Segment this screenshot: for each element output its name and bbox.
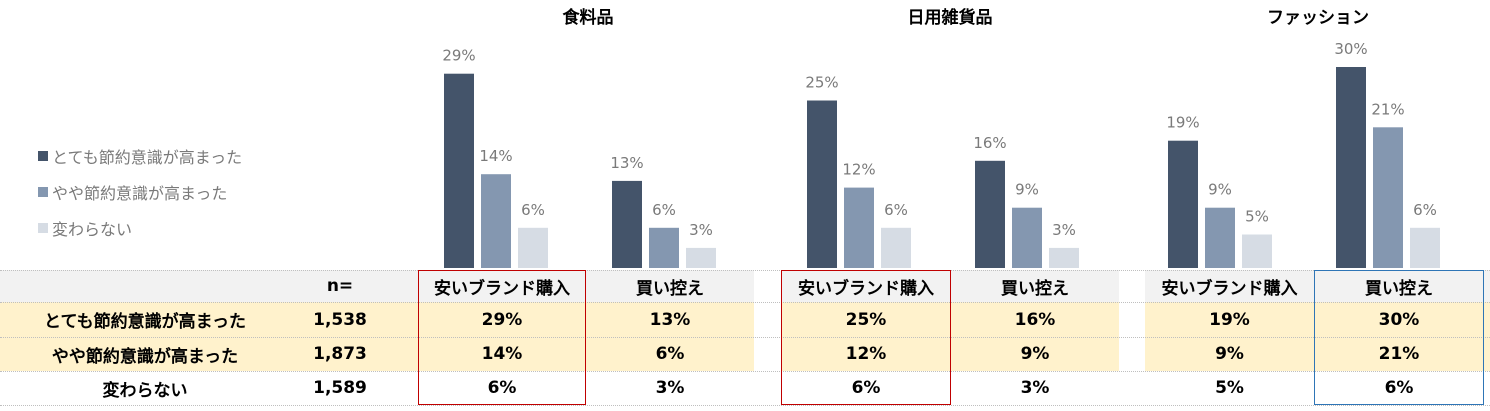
column-header: 買い控え bbox=[1365, 278, 1433, 299]
bar bbox=[1336, 67, 1366, 268]
data-label: 29% bbox=[442, 47, 475, 65]
bar-chart: 食料品 日用雑貨品 ファッション 29% 14% 6% 13% 6% 3% 25% 12% 6% 16%… bbox=[442, 7, 1440, 268]
group-title: 食料品 bbox=[563, 7, 614, 28]
bar bbox=[649, 227, 679, 268]
highlight-row-bg bbox=[0, 337, 1490, 371]
group-title: ファッション bbox=[1267, 8, 1369, 28]
table-value: 6% bbox=[655, 344, 685, 364]
legend-swatch bbox=[38, 187, 48, 197]
row-separator bbox=[0, 371, 1490, 372]
data-label: 25% bbox=[805, 74, 838, 92]
table-value: 29% bbox=[481, 309, 523, 330]
table-value: 6% bbox=[487, 378, 517, 398]
row-separator bbox=[0, 270, 1490, 271]
table-value: 13% bbox=[649, 309, 691, 330]
row-n-value: 1,589 bbox=[313, 378, 367, 398]
bar bbox=[1410, 227, 1440, 268]
legend-label: とても節約意識が高まった bbox=[52, 148, 243, 167]
bar bbox=[518, 227, 548, 268]
table-value: 19% bbox=[1209, 309, 1250, 330]
data-table: n= 安いブランド購入 買い控え 安いブランド購入 買い控え 安いブランド購入 買い控えとて… bbox=[0, 270, 1490, 406]
data-label: 3% bbox=[1052, 221, 1076, 239]
table-value: 21% bbox=[1378, 344, 1420, 364]
data-label: 13% bbox=[610, 154, 643, 172]
data-label: 12% bbox=[842, 161, 875, 179]
data-label: 3% bbox=[689, 221, 713, 239]
legend-item: やや節約意識が高まった bbox=[38, 180, 227, 204]
data-label: 30% bbox=[1334, 40, 1367, 58]
bar bbox=[686, 247, 716, 268]
table-value: 16% bbox=[1014, 309, 1056, 330]
bar bbox=[807, 100, 837, 268]
table-value: 9% bbox=[1020, 344, 1050, 364]
bar bbox=[1242, 234, 1272, 268]
table-value: 12% bbox=[845, 344, 887, 364]
data-label: 6% bbox=[1413, 201, 1437, 219]
data-label: 14% bbox=[479, 147, 512, 165]
legend-item: とても節約意識が高まった bbox=[38, 144, 242, 168]
legend-item: 変わらない bbox=[38, 216, 132, 240]
bar bbox=[1049, 247, 1079, 268]
bar bbox=[444, 73, 474, 268]
data-label: 6% bbox=[521, 201, 545, 219]
row-n-value: 1,873 bbox=[313, 344, 367, 364]
data-label: 19% bbox=[1166, 114, 1199, 132]
legend-label: やや節約意識が高まった bbox=[52, 184, 228, 203]
n-header: n= bbox=[326, 276, 354, 296]
row-separator bbox=[0, 302, 1490, 303]
legend-swatch bbox=[38, 223, 48, 233]
table-value: 25% bbox=[845, 309, 887, 330]
table-value: 3% bbox=[1020, 378, 1050, 398]
data-label: 6% bbox=[652, 201, 676, 219]
column-header: 安いブランド購入 bbox=[798, 278, 934, 299]
bar bbox=[1168, 140, 1198, 268]
table-value: 5% bbox=[1215, 378, 1244, 398]
table-value: 9% bbox=[1215, 344, 1244, 364]
row-separator bbox=[0, 337, 1490, 338]
bar bbox=[844, 187, 874, 268]
data-label: 16% bbox=[973, 134, 1006, 152]
bar bbox=[1373, 127, 1403, 268]
data-label: 9% bbox=[1208, 181, 1232, 199]
column-header: 買い控え bbox=[1001, 278, 1069, 299]
row-n-value: 1,538 bbox=[313, 309, 367, 330]
bar bbox=[612, 180, 642, 268]
legend-label: 変わらない bbox=[52, 220, 133, 239]
row-label: 変わらない bbox=[102, 380, 188, 401]
header-row-bg bbox=[0, 270, 1490, 302]
data-label: 6% bbox=[884, 201, 908, 219]
bar bbox=[481, 174, 511, 268]
row-label: とても節約意識が高まった bbox=[44, 312, 246, 332]
legend-swatch bbox=[38, 151, 48, 161]
row-label: やや節約意識が高まった bbox=[51, 346, 239, 367]
table-value: 30% bbox=[1378, 309, 1420, 330]
group-title: 日用雑貨品 bbox=[908, 7, 993, 28]
table-value: 6% bbox=[1384, 378, 1414, 398]
bar bbox=[881, 227, 911, 268]
highlight-row-bg bbox=[0, 302, 1490, 337]
bar bbox=[1205, 207, 1235, 268]
data-label: 21% bbox=[1371, 100, 1404, 118]
column-header: 安いブランド購入 bbox=[434, 278, 570, 299]
table-value: 6% bbox=[851, 378, 881, 398]
table-value: 14% bbox=[481, 344, 523, 364]
bar bbox=[1012, 207, 1042, 268]
table-value: 3% bbox=[655, 378, 685, 398]
column-header: 安いブランド購入 bbox=[1161, 278, 1298, 299]
data-label: 9% bbox=[1015, 181, 1039, 199]
bar bbox=[975, 160, 1005, 268]
data-label: 5% bbox=[1245, 208, 1269, 226]
column-header: 買い控え bbox=[636, 278, 704, 299]
row-separator bbox=[0, 405, 1490, 406]
